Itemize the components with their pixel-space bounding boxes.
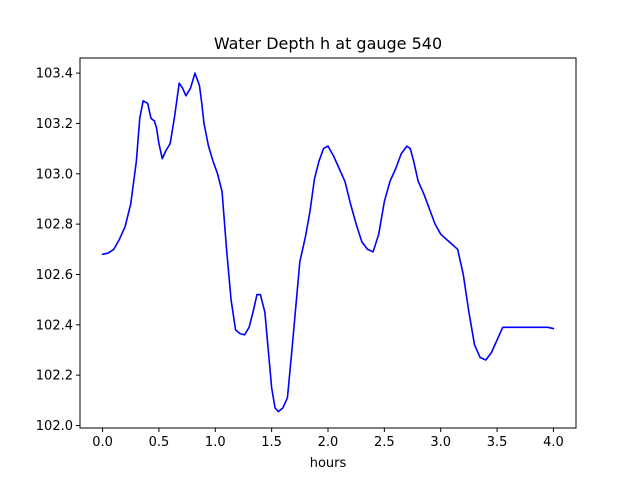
plot-series [101,72,555,413]
x-tick-label: 3.0 [430,435,451,450]
y-tick-label: 102.4 [36,318,73,333]
y-tick-label: 102.6 [36,268,73,283]
x-axis: 0.0 0.5 1.0 1.5 2.0 2.5 3.0 3.5 4.0 [92,428,564,450]
plot-area-frame [79,57,577,429]
y-tick-label: 102.0 [36,419,73,434]
y-tick-label: 103.0 [36,167,73,182]
x-tick-label: 0.5 [149,435,170,450]
y-axis: 102.0 102.2 102.4 102.6 102.8 103.0 103.2 103.4 [36,67,80,434]
x-tick-label: 2.0 [318,435,339,450]
y-tick-label: 103.2 [36,117,73,132]
y-tick-label: 102.2 [36,369,73,384]
chart-title: Water Depth h at gauge 540 [214,34,442,53]
y-tick-label: 103.4 [36,67,73,82]
y-tick-label: 102.8 [36,218,73,233]
series-line-0 [101,72,555,413]
x-axis-label: hours [310,456,347,471]
x-tick-label: 1.5 [261,435,282,450]
x-tick-label: 3.5 [487,435,508,450]
x-tick-label: 4.0 [543,435,564,450]
x-tick-label: 1.0 [205,435,226,450]
x-tick-label: 2.5 [374,435,395,450]
x-tick-label: 0.0 [92,435,113,450]
